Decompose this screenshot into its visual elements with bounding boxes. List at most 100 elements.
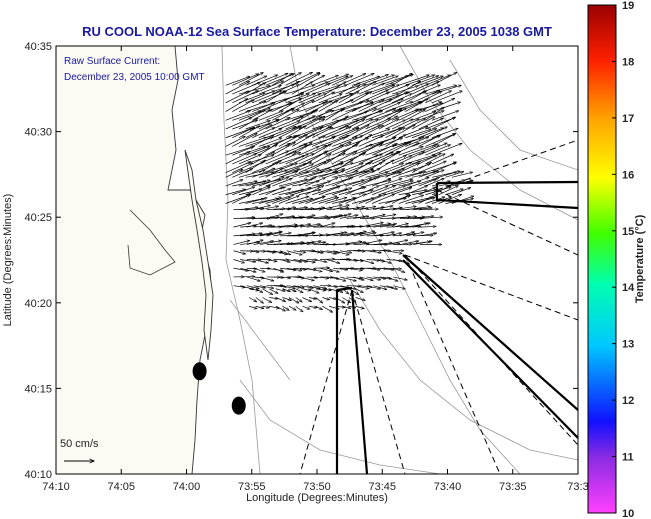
current-vector — [292, 143, 312, 156]
current-vector — [345, 152, 365, 165]
current-vector — [345, 169, 373, 178]
current-vector — [332, 120, 358, 130]
current-vector — [366, 215, 386, 219]
current-vector — [306, 242, 326, 245]
current-vector — [418, 102, 442, 112]
current-vector — [278, 171, 298, 178]
current-vector — [312, 85, 339, 95]
chart-title: RU COOL NOAA-12 Sea Surface Temperature:… — [82, 24, 552, 39]
current-vector — [252, 91, 281, 104]
current-vector — [253, 241, 273, 245]
colorbar-ticks: 19 18 17 16 15 14 13 12 11 10 — [612, 0, 635, 519]
current-vector — [418, 153, 441, 165]
current-vector — [272, 152, 300, 165]
current-vector — [431, 154, 454, 165]
current-vector — [245, 121, 271, 130]
current-vector — [305, 145, 327, 156]
current-vector — [319, 250, 336, 254]
current-vector — [371, 178, 391, 187]
current-vector — [339, 226, 355, 227]
current-vector — [373, 232, 394, 237]
current-vector — [252, 187, 270, 196]
current-vector — [245, 199, 265, 204]
current-vector — [225, 152, 250, 165]
current-vector — [306, 277, 318, 278]
current-vector — [318, 178, 338, 187]
current-vector — [386, 226, 409, 227]
current-vector — [378, 138, 403, 147]
current-vector — [286, 207, 308, 211]
current-vector — [425, 91, 451, 104]
current-vector — [246, 240, 263, 245]
current-vector — [326, 286, 338, 287]
current-vector — [232, 195, 249, 204]
current-vector — [278, 135, 300, 147]
current-vector — [233, 286, 245, 288]
current-vector — [319, 223, 335, 228]
current-vector — [385, 74, 413, 86]
current-vector — [322, 289, 331, 291]
current-vector — [253, 225, 272, 228]
current-vector — [373, 206, 393, 211]
current-vector — [342, 297, 350, 302]
current-vector — [366, 207, 385, 211]
current-vector — [355, 297, 366, 300]
current-vector — [280, 285, 295, 289]
current-vector — [318, 126, 348, 139]
current-vector — [393, 267, 405, 272]
current-vector — [272, 81, 299, 95]
current-vector — [393, 223, 408, 228]
current-vector — [366, 276, 381, 280]
current-vector — [339, 215, 358, 219]
current-vector — [269, 297, 278, 298]
current-vector — [451, 172, 473, 178]
current-vector — [260, 231, 282, 237]
current-vector — [371, 143, 397, 156]
current-vector — [302, 289, 310, 291]
current-vector — [345, 194, 365, 204]
current-vector — [233, 250, 245, 254]
current-vector — [252, 136, 273, 147]
current-vector — [265, 168, 283, 178]
x-tick-label: 74:00 — [173, 481, 201, 493]
current-vector — [438, 180, 465, 187]
current-vector — [232, 187, 255, 196]
current-vector — [255, 288, 263, 293]
current-vector — [285, 162, 312, 173]
current-vector — [225, 146, 255, 156]
current-vector — [298, 128, 322, 139]
current-vector — [232, 74, 258, 86]
bay-shoreline — [127, 209, 176, 276]
current-vector — [240, 217, 255, 218]
current-vector — [272, 197, 290, 204]
current-vector — [272, 169, 299, 178]
current-vector — [328, 297, 336, 299]
current-vector — [240, 285, 254, 290]
current-vector — [299, 233, 315, 237]
current-vector — [378, 128, 401, 139]
current-vector — [318, 94, 342, 104]
current-vector — [365, 129, 389, 139]
current-vector — [238, 73, 263, 86]
current-vector — [345, 178, 371, 187]
current-vector — [262, 297, 271, 302]
current-vector — [378, 163, 404, 174]
current-vector — [285, 126, 307, 139]
current-vector — [252, 103, 273, 112]
current-vector — [339, 276, 356, 281]
current-vector — [240, 233, 262, 237]
current-vector — [418, 171, 436, 178]
current-vector — [266, 232, 282, 237]
current-vector — [332, 177, 353, 187]
current-vector — [253, 277, 264, 278]
current-vector — [365, 152, 393, 165]
current-vector — [418, 143, 447, 156]
current-vector — [355, 288, 364, 293]
current-vector — [273, 233, 291, 237]
current-vector — [318, 74, 349, 86]
current-vector — [272, 136, 291, 147]
current-vector — [391, 73, 412, 86]
current-vector — [285, 94, 310, 104]
current-vector — [351, 102, 373, 112]
